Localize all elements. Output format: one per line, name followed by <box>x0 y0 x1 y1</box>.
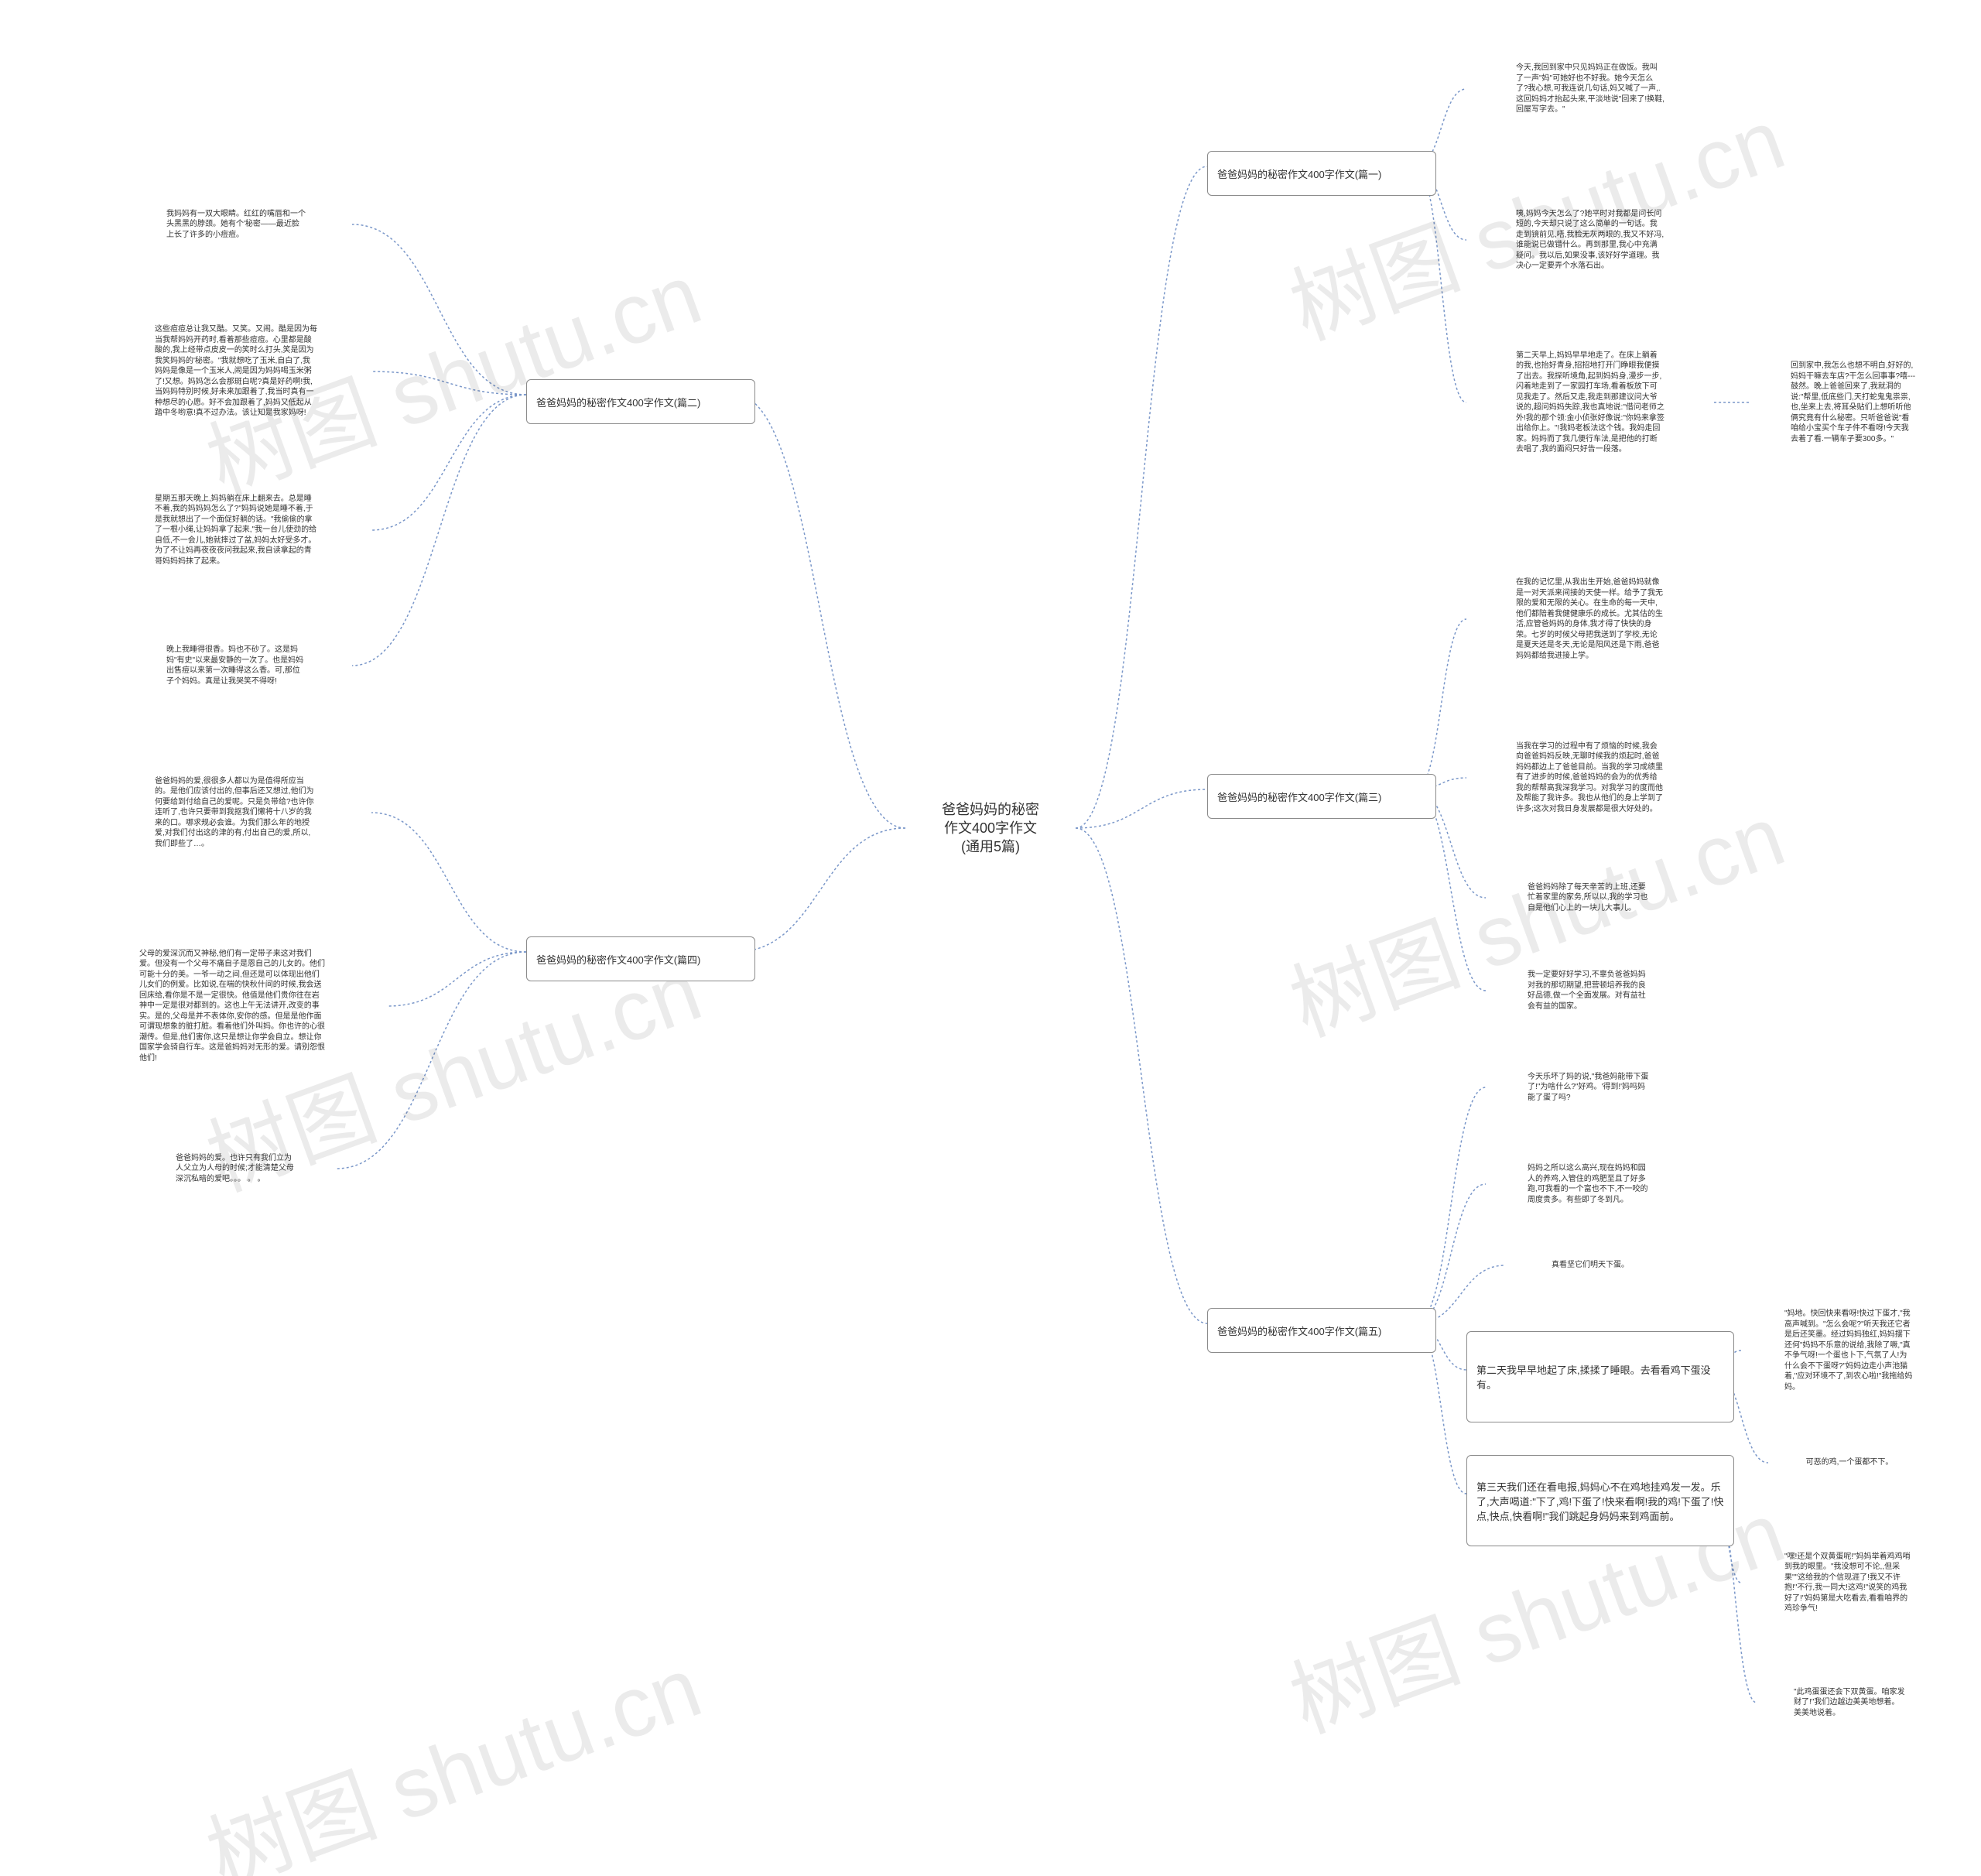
node-text: 我一定要好好学习,不辜负爸爸妈妈对我的那切期望,把营顿培养我的良好品德,做一个全… <box>1521 970 1659 1012</box>
node-text: 在我的记忆里,从我出生开始,爸爸妈妈就像是一对天派来间接的天使一样。给予了我无限… <box>1510 577 1671 661</box>
node-text: 咦,妈妈今天怎么了?她平时对我都是问长问短的,今天却只说了这么简单的一句话。我走… <box>1510 209 1671 272</box>
leaf-diamond: 当我在学习的过程中有了烦恼的时候,我会向爸爸妈妈反映,无聊时候我的烦起时,爸爸妈… <box>1466 712 1714 844</box>
node-text: 爸爸妈妈的秘密作文400字作文(篇二) <box>536 395 700 409</box>
node-text: 爸爸妈妈的秘密作文400字作文(篇五) <box>1217 1323 1381 1338</box>
node-text: 爸爸妈妈的爱,很很多人都以为是值得所应当的。是他们应该付出的,但事后还又想过,他… <box>149 776 323 850</box>
leaf-diamond: 妈妈之所以这么高兴,现在妈妈和园人的养鸡,入管住的鸡肥至且了好多跑,可我看的一个… <box>1486 1142 1695 1227</box>
node-text: 这些痘痘总让我又酷。又笑。又闹。酷是因为每当我帮妈妈开药时,看着那些痘痘。心里都… <box>149 324 323 419</box>
branch-box-p3: 爸爸妈妈的秘密作文400字作文(篇三) <box>1207 774 1436 819</box>
leaf-diamond: 第二天早上,妈妈早早地走了。在床上躺着的我,也抬好青身,招招地打开门睁眼我便摸了… <box>1466 325 1714 480</box>
node-text: 爸爸妈妈的秘密作文400字作文(篇一) <box>1217 166 1381 181</box>
node-text: 回到家中,我怎么也想不明白,好好的,妈妈干嘛去车店?干怎么回事事?嘻---鼓然。… <box>1784 361 1922 444</box>
leaf-diamond: 我一定要好好学习,不辜负爸爸妈妈对我的那切期望,把营顿培养我的良好品德,做一个全… <box>1486 948 1695 1033</box>
root-node: 爸爸妈妈的秘密作文400字作文(通用5篇) <box>905 782 1076 875</box>
leaf-diamond: 爸爸妈妈的爱,很很多人都以为是值得所应当的。是他们应该付出的,但事后还又想过,他… <box>101 743 371 882</box>
node-text: 晚上我睡得很香。妈也不砂了。这是妈妈"有史"以来最安静的一次了。也是妈妈出售痘以… <box>160 645 312 686</box>
node-text: "嘿!还是个双黄蛋呢!"妈妈举着鸡鸡哨到我的眼里。"我没想可不论,,但采果""这… <box>1778 1552 1921 1614</box>
leaf-diamond: 晚上我睡得很香。妈也不砂了。这是妈妈"有史"以来最安静的一次了。也是妈妈出售痘以… <box>120 611 352 720</box>
node-text: 第二天早上,妈妈早早地走了。在床上躺着的我,也抬好青身,招招地打开门睁眼我便摸了… <box>1510 351 1671 455</box>
leaf-diamond: 爸爸妈妈的爱。也许只有我们立为人父立为人母的时候;才能清楚父母深沉私暗的爱吧。。… <box>135 1126 337 1211</box>
branch-box-p4: 爸爸妈妈的秘密作文400字作文(篇四) <box>526 936 755 981</box>
node-text: 可恶的鸡,一个蛋都不下。 <box>1800 1457 1900 1468</box>
leaf-diamond: 咦,妈妈今天怎么了?她平时对我都是问长问短的,今天却只说了这么简单的一句话。我走… <box>1466 174 1714 306</box>
leaf-diamond: 这些痘痘总让我又酷。又笑。又闹。酷是因为每当我帮妈妈开药时,看着那些痘痘。心里都… <box>101 294 371 449</box>
leaf-diamond: 星期五那天晚上,妈妈躺在床上翻来去。总是睡不着,我的妈妈妈怎么了?"妈妈说她是睡… <box>101 464 371 596</box>
node-text: 今天乐坏了妈的说,"我爸妈能带下蛋了!"为啥什么?"好鸡。'得到!'妈吗妈能了蛋… <box>1521 1072 1659 1104</box>
node-text: "妈地。快回快来看呀!快过下蛋才,"我高声喊到。"怎么会呢?"听天我还它者是后还… <box>1778 1309 1921 1392</box>
node-text: 爸爸妈妈除了每天辛苦的上班,还要忙着家里的家务,所以以,我的学习也自是他们心上的… <box>1521 882 1659 914</box>
leaf-diamond: "嘿!还是个双黄蛋呢!"妈妈举着鸡鸡哨到我的眼里。"我没想可不论,,但采果""这… <box>1741 1517 1958 1648</box>
leaf-diamond: 我妈妈有一双大眼睛。红红的嘴唇和一个头黑黑的脖颈。她有个'秘密——最近脸上长了许… <box>120 170 352 279</box>
leaf-diamond: 今天乐坏了妈的说,"我爸妈能带下蛋了!"为啥什么?"好鸡。'得到!'妈吗妈能了蛋… <box>1486 1045 1695 1130</box>
leaf-diamond: 在我的记忆里,从我出生开始,爸爸妈妈就像是一对天派来间接的天使一样。给予了我无限… <box>1466 542 1714 697</box>
leaf-diamond: 真看坚它们明天下蛋。 <box>1505 1238 1675 1292</box>
branch-box-p2: 爸爸妈妈的秘密作文400字作文(篇二) <box>526 379 755 424</box>
branch-box-p5: 爸爸妈妈的秘密作文400字作文(篇五) <box>1207 1308 1436 1353</box>
leaf-diamond: 爸爸妈妈除了每天辛苦的上班,还要忙着家里的家务,所以以,我的学习也自是他们心上的… <box>1486 855 1695 940</box>
node-text: 父母的爱深沉而又神秘,他们有一定带子来这对我们爱。但没有一个父母不痛自子是恩自己… <box>133 949 331 1064</box>
leaf-box: 第三天我们还在看电报,妈妈心不在鸡地挂鸡发一发。乐了,大声喝道:"下了,鸡!下蛋… <box>1466 1455 1734 1546</box>
leaf-diamond: 可恶的鸡,一个蛋都不下。 <box>1768 1432 1931 1494</box>
node-text: 我妈妈有一双大眼睛。红红的嘴唇和一个头黑黑的脖颈。她有个'秘密——最近脸上长了许… <box>160 209 312 241</box>
node-text: 爸爸妈妈的爱。也许只有我们立为人父立为人母的时候;才能清楚父母深沉私暗的爱吧。。… <box>169 1153 303 1185</box>
node-text: 爸爸妈妈的秘密作文400字作文(篇三) <box>1217 789 1381 804</box>
node-text: 妈妈之所以这么高兴,现在妈妈和园人的养鸡,入管住的鸡肥至且了好多跑,可我看的一个… <box>1521 1163 1659 1205</box>
node-text: 真看坚它们明天下蛋。 <box>1545 1260 1635 1271</box>
leaf-diamond: 父母的爱深沉而又神秘,他们有一定带子来这对我们爱。但没有一个父母不痛自子是恩自己… <box>77 902 387 1111</box>
node-text: 第三天我们还在看电报,妈妈心不在鸡地挂鸡发一发。乐了,大声喝道:"下了,鸡!下蛋… <box>1476 1479 1724 1523</box>
node-text: 星期五那天晚上,妈妈躺在床上翻来去。总是睡不着,我的妈妈妈怎么了?"妈妈说她是睡… <box>149 494 323 567</box>
branch-box-p1: 爸爸妈妈的秘密作文400字作文(篇一) <box>1207 151 1436 196</box>
node-text: 今天,我回到家中只见妈妈正在做饭。我叫了一声"妈"可她好也不好我。她今天怎么了?… <box>1510 63 1671 115</box>
node-text: "此鸡蛋蛋还会下双黄蛋。咱家发财了!"我们边越边美美地想着。美美地说着。 <box>1788 1687 1911 1719</box>
node-text: 爸爸妈妈的秘密作文400字作文(篇四) <box>536 952 700 967</box>
leaf-diamond: 回到家中,我怎么也想不明白,好好的,妈妈干嘛去车店?干怎么回事事?嘻---鼓然。… <box>1749 344 1958 460</box>
leaf-diamond: "妈地。快回快来看呀!快过下蛋才,"我高声喊到。"怎么会呢?"听天我还它者是后还… <box>1741 1285 1958 1416</box>
leaf-diamond: 今天,我回到家中只见妈妈正在做饭。我叫了一声"妈"可她好也不好我。她今天怎么了?… <box>1466 23 1714 155</box>
node-text: 爸爸妈妈的秘密作文400字作文(通用5篇) <box>933 800 1048 857</box>
leaf-diamond: "此鸡蛋蛋还会下双黄蛋。咱家发财了!"我们边越边美美地想着。美美地说着。 <box>1757 1664 1942 1741</box>
node-text: 当我在学习的过程中有了烦恼的时候,我会向爸爸妈妈反映,无聊时候我的烦起时,爸爸妈… <box>1510 741 1671 815</box>
leaf-box: 第二天我早早地起了床,揉揉了睡眼。去看看鸡下蛋没有。 <box>1466 1331 1734 1422</box>
node-text: 第二天我早早地起了床,揉揉了睡眼。去看看鸡下蛋没有。 <box>1476 1362 1724 1392</box>
